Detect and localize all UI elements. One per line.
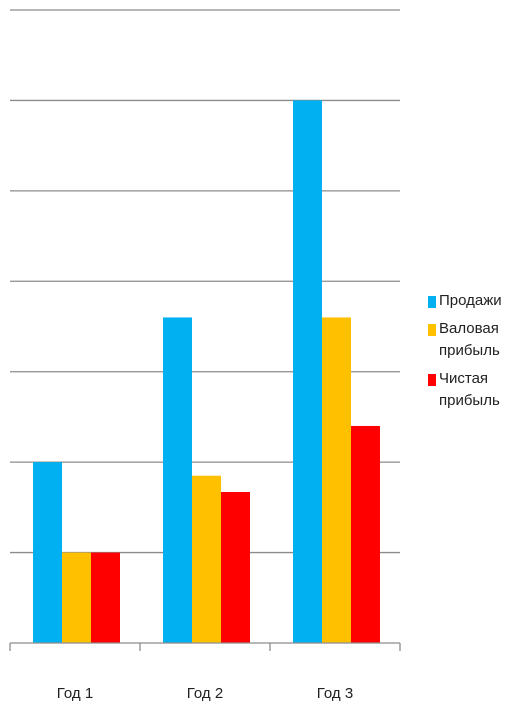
bar-gross-profit-1 bbox=[62, 552, 91, 643]
legend-swatch-sales bbox=[428, 296, 436, 308]
x-tick-label-2: Год 2 bbox=[187, 685, 223, 702]
legend-swatch-net-profit bbox=[428, 374, 436, 386]
legend-item-net-profit: Чистая прибыль bbox=[426, 368, 512, 412]
bars-group bbox=[33, 100, 380, 643]
bar-sales-2 bbox=[163, 317, 192, 643]
legend-label-gross-profit: Валовая прибыль bbox=[439, 320, 500, 359]
legend: Продажи Валовая прибыль Чистая прибыль bbox=[426, 290, 512, 418]
bar-net-profit-1 bbox=[91, 552, 120, 643]
legend-item-sales: Продажи bbox=[426, 290, 512, 312]
x-tick-label-1: Год 1 bbox=[57, 685, 93, 702]
x-axis-ticks bbox=[9, 643, 401, 651]
bar-gross-profit-3 bbox=[322, 317, 351, 643]
legend-swatch-gross-profit bbox=[428, 324, 436, 336]
legend-item-gross-profit: Валовая прибыль bbox=[426, 318, 512, 362]
bar-sales-1 bbox=[33, 462, 62, 643]
bar-net-profit-2 bbox=[221, 491, 250, 643]
bar-net-profit-3 bbox=[351, 425, 380, 643]
legend-label-sales: Продажи bbox=[439, 292, 502, 309]
gridlines bbox=[10, 9, 400, 554]
x-tick-label-3: Год 3 bbox=[317, 685, 353, 702]
x-axis-labels: Год 1 Год 2 Год 3 bbox=[57, 685, 353, 702]
bar-gross-profit-2 bbox=[192, 475, 221, 643]
bar-sales-3 bbox=[293, 100, 322, 643]
legend-label-net-profit: Чистая прибыль bbox=[439, 370, 500, 409]
